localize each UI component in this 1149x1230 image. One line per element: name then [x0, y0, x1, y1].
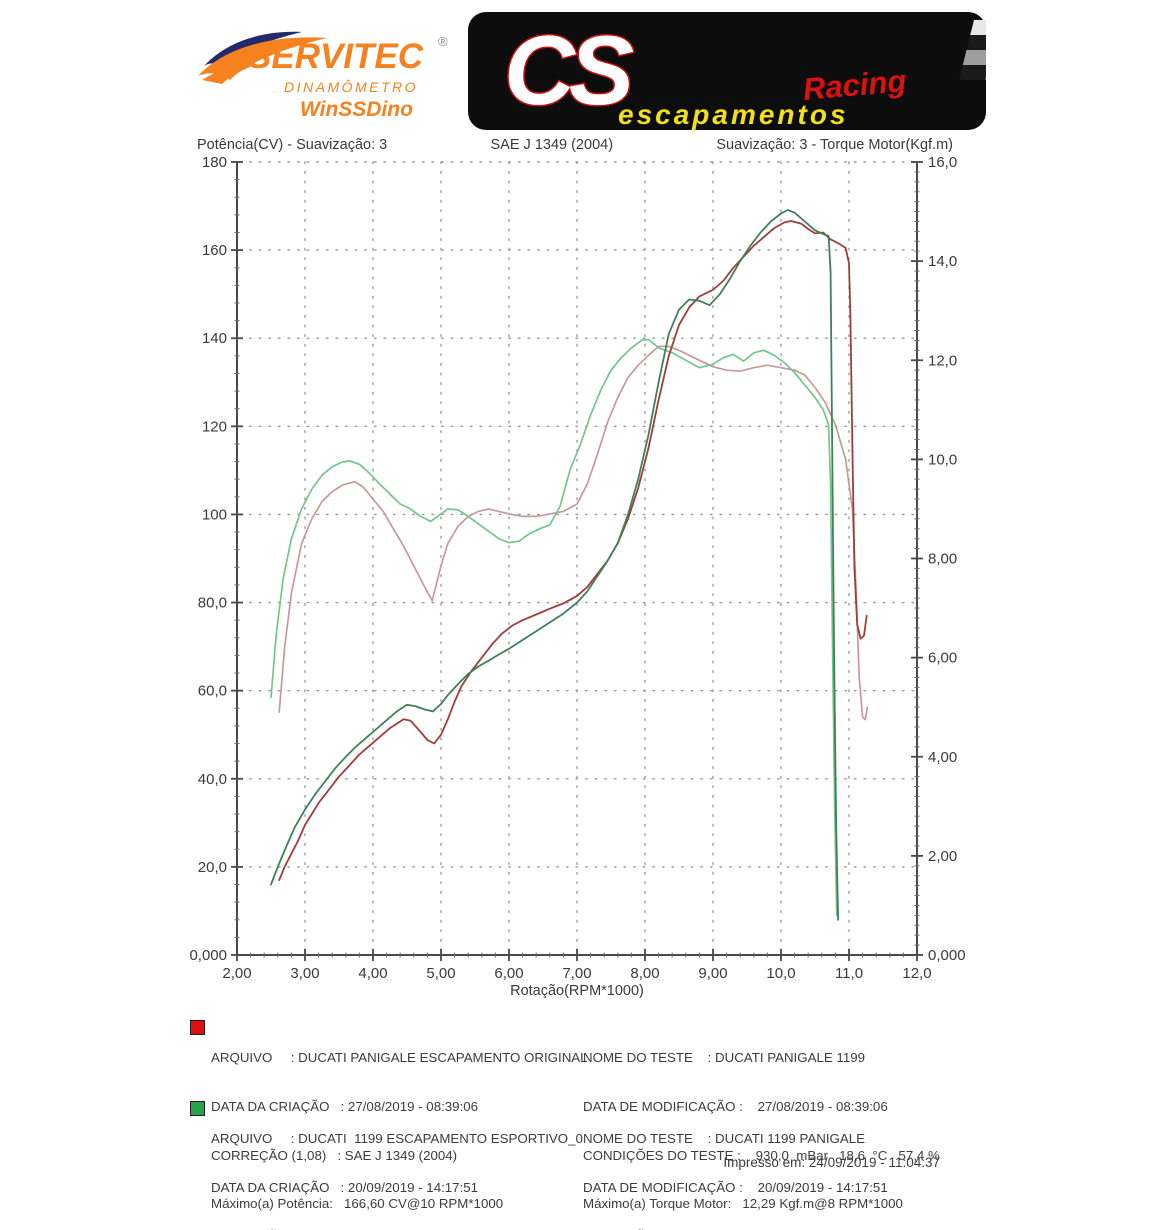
test-row: Máximo(a) Potência: 166,60 CV@10 RPM*100… — [211, 1196, 504, 1212]
right-axis-title: Suavização: 3 - Torque Motor(Kgf.m) — [716, 137, 953, 153]
x-tick-label: 3,00 — [290, 965, 319, 982]
cs-racing-logo: CS Racing escapamentos — [468, 12, 986, 130]
test-row: NOME DO TESTE : DUCATI 1199 PANIGALE — [583, 1131, 866, 1147]
test-row: DATA DE MODIFICAÇÃO : 20/09/2019 - 14:17… — [583, 1180, 888, 1196]
x-tick-label: 10,0 — [766, 965, 795, 982]
printed-timestamp: Impresso em: 24/09/2019 - 11:04:37 — [723, 1155, 940, 1170]
servitec-swoosh-icon — [198, 31, 327, 84]
right-tick-label: 0,000 — [928, 947, 966, 964]
x-tick-label: 8,00 — [630, 965, 659, 982]
test-original-color-swatch — [190, 1020, 205, 1035]
left-tick-label: 20,0 — [198, 859, 227, 876]
test-row: DATA DA CRIAÇÃO : 20/09/2019 - 14:17:51 — [211, 1180, 479, 1196]
cs-tagline: escapamentos — [618, 99, 849, 130]
right-tick-label: 6,00 — [928, 650, 957, 667]
test-row: ARQUIVO : DUCATI PANIGALE ESCAPAMENTO OR… — [211, 1050, 588, 1066]
x-axis-title: Rotação(RPM*1000) — [510, 983, 644, 999]
right-tick-label: 14,0 — [928, 253, 957, 270]
x-tick-label: 12,0 — [902, 965, 931, 982]
left-tick-label: 180 — [202, 154, 227, 171]
left-tick-label: 80,0 — [198, 595, 227, 612]
torque-original-curve — [278, 345, 869, 721]
left-axis-title: Potência(CV) - Suavização: 3 — [197, 137, 388, 153]
power-sport-curve — [270, 209, 839, 921]
x-tick-label: 5,00 — [426, 965, 455, 982]
left-tick-label: 160 — [202, 242, 227, 259]
servitec-subtitle: DINAMÔMETRO — [284, 79, 418, 95]
right-tick-label: 16,0 — [928, 154, 957, 171]
test-row: NOME DO TESTE : DUCATI PANIGALE 1199 — [583, 1050, 866, 1066]
left-tick-label: 100 — [202, 506, 227, 523]
test-row: CORREÇÃO (1,08) : SAE J 1349 (2004) — [211, 1147, 458, 1163]
test-row: CONDIÇÕES DO TESTE : 930,0 mBar 18,6 °C … — [583, 1147, 940, 1163]
right-tick-label: 2,00 — [928, 848, 957, 865]
right-tick-label: 12,0 — [928, 352, 957, 369]
cs-initials: CS — [504, 15, 634, 125]
dyno-chart: 180 160 140 120 100 80,0 60,0 40,0 20,0 0,000 16,0… — [189, 154, 966, 982]
checkered-flag-icon — [959, 20, 986, 80]
servitec-wordmark: SERVITEC — [248, 37, 424, 76]
left-tick-label: 140 — [202, 330, 227, 347]
test-sport-color-swatch — [190, 1101, 205, 1116]
torque-sport-curve — [270, 338, 838, 917]
right-tick-label: 4,00 — [928, 749, 957, 766]
right-tick-label: 8,00 — [928, 551, 957, 568]
test-row: CONDIÇÕES DO TESTE : 920,0 mBar 23,5 °C … — [583, 1229, 980, 1230]
x-tick-label: 4,00 — [358, 965, 387, 982]
x-tick-label: 6,00 — [494, 965, 523, 982]
test-row: CORREÇÃO (1,11) : SAE J 1349 (2004) — [211, 1229, 583, 1230]
x-tick-label: 11,0 — [835, 965, 863, 982]
test-row: ARQUIVO : DUCATI 1199 ESCAPAMENTO ESPORT… — [211, 1131, 583, 1147]
test-row: DATA DE MODIFICAÇÃO : 27/08/2019 - 08:39… — [583, 1099, 888, 1115]
test-info-original: ARQUIVO : DUCATI PANIGALE ESCAPAMENTO OR… — [190, 1018, 980, 1230]
servitec-registered-mark: ® — [438, 34, 448, 49]
x-tick-label: 9,00 — [698, 965, 727, 982]
left-tick-label: 40,0 — [198, 771, 227, 788]
x-tick-label: 2,00 — [222, 965, 251, 982]
power-original-curve — [278, 220, 868, 881]
servitec-product-name: WinSSDino — [300, 98, 413, 121]
test-row: DATA DA CRIAÇÃO : 27/08/2019 - 08:39:06 — [211, 1099, 479, 1115]
left-tick-label: 60,0 — [198, 683, 227, 700]
servitec-logo: SERVITEC ® DINAMÔMETRO WinSSDino — [198, 31, 448, 121]
x-tick-label: 7,00 — [562, 965, 591, 982]
left-tick-label: 0,000 — [189, 947, 227, 964]
test-info-sport: ARQUIVO : DUCATI 1199 ESCAPAMENTO ESPORT… — [190, 1099, 980, 1230]
left-tick-label: 120 — [202, 418, 227, 435]
test-row: Máximo(a) Torque Motor: 12,29 Kgf.m@8 RP… — [583, 1196, 903, 1212]
chart-center-title: SAE J 1349 (2004) — [490, 137, 614, 153]
chart-title-row: Potência(CV) - Suavização: 3 SAE J 1349 … — [197, 137, 953, 153]
right-tick-label: 10,0 — [928, 451, 957, 468]
